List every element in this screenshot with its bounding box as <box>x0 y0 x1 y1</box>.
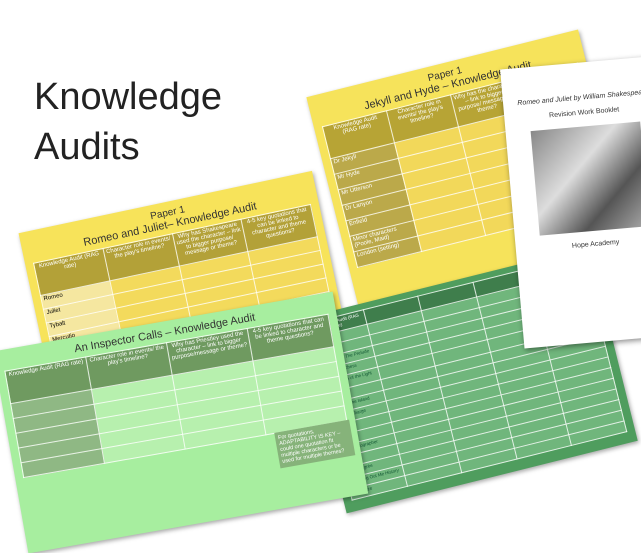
slide-title: Knowledge Audits <box>34 76 223 168</box>
booklet-image <box>530 121 641 236</box>
booklet-title: Romeo and Juliet by William Shakespeare <box>517 88 641 108</box>
booklet-subtitle: Revision Work Booklet <box>548 106 620 120</box>
booklet: Romeo and Juliet by William Shakespeare … <box>500 55 641 349</box>
slide: Knowledge Audits Paper 1 Jekyll and Hyde … <box>0 29 641 553</box>
booklet-school: Hope Academy <box>571 238 620 250</box>
